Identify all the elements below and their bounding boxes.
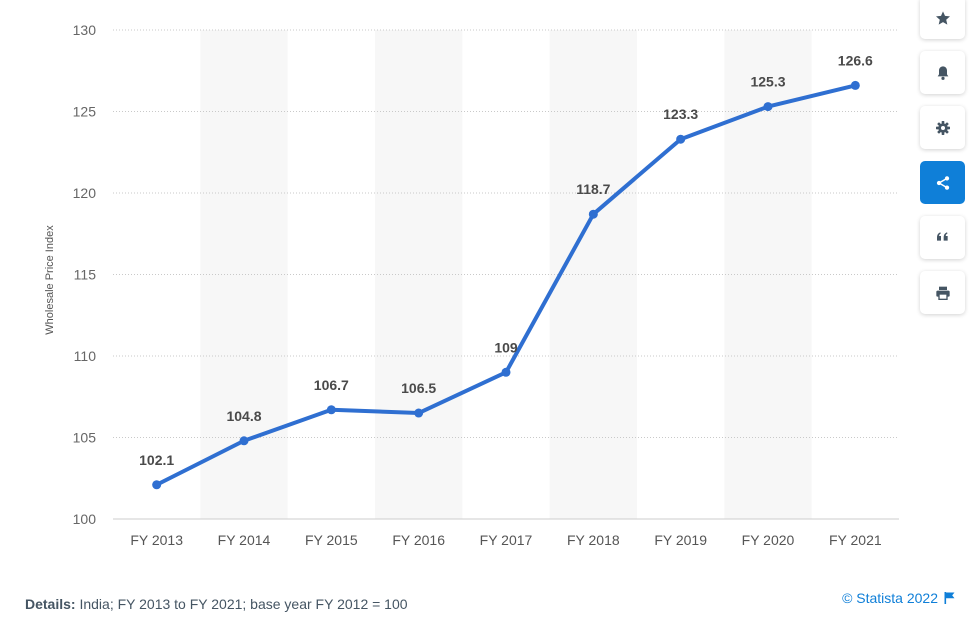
data-point [239,436,249,446]
chart: 100 105 110 115 120 125 130 FY 2013 FY 2014 FY 20… [73,22,899,548]
data-label: 106.7 [314,377,349,393]
x-tick-label: FY 2013 [130,532,183,548]
share-button[interactable] [920,161,965,204]
y-axis-title: Wholesale Price Index [44,225,56,335]
y-tick-label: 105 [73,430,97,446]
flag-icon [944,592,955,604]
x-tick-label: FY 2017 [480,532,533,548]
data-label: 102.1 [139,452,174,468]
data-point [326,405,336,415]
star-icon [935,10,950,25]
print-button[interactable] [920,271,965,314]
y-tick-label: 110 [74,348,97,364]
bell-icon [937,65,948,80]
x-tick-label: FY 2019 [654,532,707,548]
x-tick-label: FY 2021 [829,532,882,548]
y-tick-label: 100 [73,511,97,527]
data-label: 118.7 [576,181,610,197]
x-tick-label: FY 2016 [392,532,445,548]
y-tick-label: 125 [73,104,97,120]
data-label: 126.6 [838,52,873,68]
y-tick-label: 130 [73,22,97,38]
statista-credit-link[interactable]: © Statista 2022 [842,590,955,606]
x-tick-label: FY 2020 [742,532,795,548]
data-label: 109 [494,339,518,355]
data-point [676,134,686,144]
data-point [588,209,598,219]
data-label: 106.5 [401,380,436,396]
data-point [501,367,511,377]
y-tick-label: 120 [73,185,97,201]
data-label: 123.3 [663,106,698,122]
data-point [414,408,424,418]
band [200,30,288,519]
x-tick-label: FY 2014 [218,532,271,548]
printer-icon [935,286,950,300]
star-button[interactable] [920,0,965,39]
gear-icon [935,120,950,135]
data-point [850,80,860,90]
copyright-text: © Statista 2022 [842,590,938,606]
y-tick-label: 115 [74,267,97,283]
x-tick-label: FY 2018 [567,532,620,548]
quote-icon [936,231,948,241]
settings-button[interactable] [920,106,965,149]
chart-details: Details: India; FY 2013 to FY 2021; base… [25,596,408,612]
share-icon [936,175,949,190]
cite-button[interactable] [920,216,965,259]
data-label: 104.8 [226,408,261,424]
data-point [152,480,162,490]
notification-button[interactable] [920,51,965,94]
data-point [763,102,773,112]
details-label: Details: [25,596,76,612]
details-text: India; FY 2013 to FY 2021; base year FY … [79,596,408,612]
data-label: 125.3 [750,74,785,90]
x-tick-label: FY 2015 [305,532,358,548]
